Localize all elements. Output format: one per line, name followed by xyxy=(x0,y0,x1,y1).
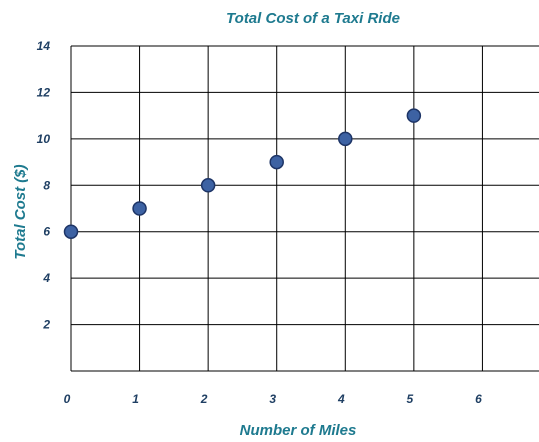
data-points xyxy=(63,108,422,239)
y-tick-label: 6 xyxy=(43,225,50,239)
y-tick-label: 14 xyxy=(37,39,51,53)
y-tick-label: 10 xyxy=(37,132,51,146)
y-tick-label: 8 xyxy=(43,178,50,192)
x-tick-label: 3 xyxy=(269,392,276,406)
data-point xyxy=(132,201,147,216)
y-axis-label: Total Cost ($) xyxy=(12,164,29,259)
x-tick-label: 4 xyxy=(337,392,345,406)
data-point xyxy=(406,108,422,123)
x-tick-label: 2 xyxy=(200,392,208,406)
grid xyxy=(70,45,539,372)
x-tick-label: 1 xyxy=(132,392,139,406)
y-tick-label: 4 xyxy=(42,271,50,285)
x-tick-label: 6 xyxy=(475,392,482,406)
chart-title: Total Cost of a Taxi Ride xyxy=(226,10,400,27)
y-tick-label: 2 xyxy=(42,318,50,332)
x-tick-label: 0 xyxy=(64,392,71,406)
data-point xyxy=(63,224,79,239)
data-point xyxy=(338,131,353,147)
data-point xyxy=(200,178,216,193)
data-point xyxy=(269,154,284,170)
x-axis-label: Number of Miles xyxy=(240,422,357,439)
x-tick-label: 5 xyxy=(407,392,414,406)
y-tick-label: 12 xyxy=(37,85,51,99)
tick-labels: 012345672468101214 xyxy=(37,39,482,406)
